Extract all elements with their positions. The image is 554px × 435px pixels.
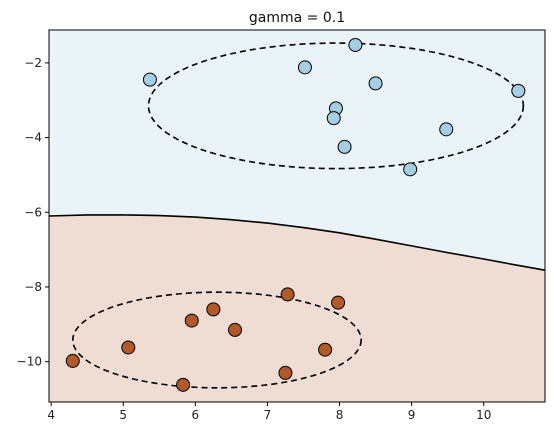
x-tick-label: 6 — [192, 408, 200, 422]
plot-frame — [48, 29, 546, 403]
y-tick-label: −4 — [24, 131, 42, 145]
plot-area — [49, 30, 545, 402]
x-tick-label: 5 — [119, 408, 127, 422]
margin-ellipses — [71, 42, 525, 389]
x-tick-label: 8 — [336, 408, 344, 422]
data-point-class-1 — [511, 83, 526, 98]
data-point-class-1 — [439, 122, 454, 137]
data-point-class-2 — [184, 313, 199, 328]
data-point-class-1 — [403, 162, 418, 177]
data-point-class-1 — [368, 76, 383, 91]
margin-ellipse-1 — [147, 42, 525, 170]
data-point-class-2 — [228, 322, 242, 337]
data-point-class-2 — [331, 295, 346, 310]
y-tick-label: −2 — [24, 56, 42, 70]
y-tick-label: −10 — [17, 355, 42, 369]
data-point-class-2 — [280, 287, 295, 302]
region-lower — [49, 214, 545, 402]
y-tick-label: −8 — [24, 280, 42, 294]
data-point-class-2 — [65, 353, 80, 368]
data-point-class-1 — [337, 139, 352, 154]
margin-ellipse-2 — [71, 291, 362, 389]
region-upper — [49, 30, 545, 271]
data-points — [65, 37, 526, 392]
data-point-class-2 — [318, 342, 333, 357]
data-point-class-2 — [206, 302, 221, 317]
y-tick-label: −6 — [24, 205, 42, 219]
data-point-class-1 — [348, 37, 363, 52]
data-point-class-2 — [176, 377, 191, 392]
data-point-class-1 — [297, 60, 312, 75]
data-point-class-2 — [121, 340, 136, 355]
decision-boundary-line — [49, 214, 545, 271]
chart-title: gamma = 0.1 — [249, 10, 345, 26]
data-point-class-1 — [142, 72, 157, 87]
x-axis: 4 5 6 7 8 9 10 — [47, 402, 491, 422]
x-tick-label: 7 — [264, 408, 272, 422]
y-axis: −2 −4 −6 −8 −10 — [17, 56, 49, 369]
data-point-class-1 — [326, 111, 341, 126]
x-tick-label: 4 — [47, 408, 55, 422]
x-tick-label: 9 — [408, 408, 416, 422]
x-tick-label: 10 — [476, 408, 491, 422]
data-point-class-2 — [278, 365, 293, 380]
